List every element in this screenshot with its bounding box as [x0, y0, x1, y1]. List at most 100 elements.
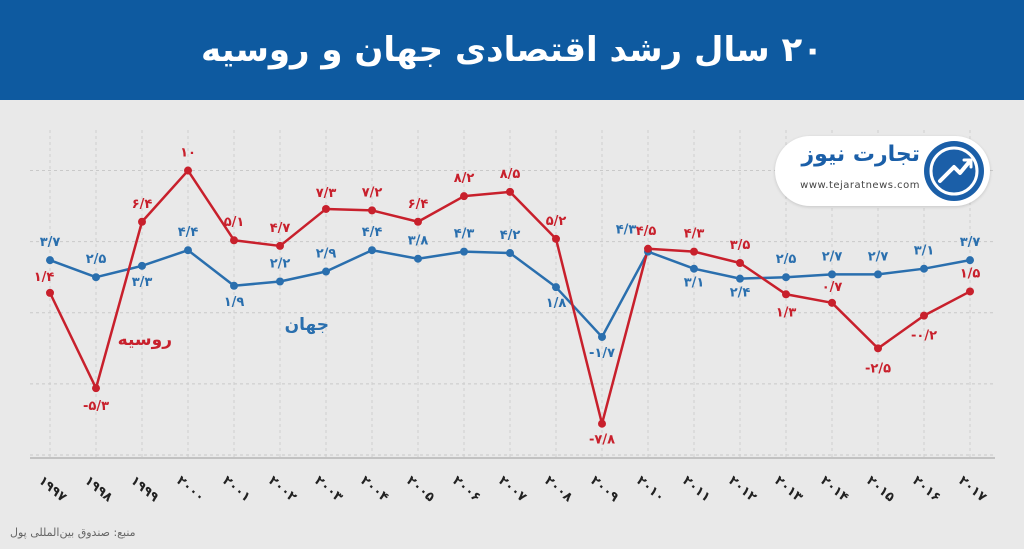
data-point [460, 192, 468, 201]
data-point [644, 244, 652, 253]
x-tick-label: ۲۰۰۵ [403, 473, 437, 505]
x-tick-label: ۱۹۹۸ [81, 473, 115, 505]
x-tick-label: ۲۰۰۴ [357, 473, 391, 505]
series-names: جهان روسیه [118, 315, 329, 350]
x-axis-ticks: ۱۹۹۷ ۱۹۹۸ ۱۹۹۹ ۲۰۰۰ ۲۰۰۱ ۲۰۰۲ ۲۰۰۳ ۲۰۰۴ ۲۰۰۵ ۲۰۰۶… [35, 473, 989, 505]
data-label: ۷/۲ [362, 185, 383, 200]
logo-mark-icon [924, 141, 984, 201]
logo-url: www.tejaratnews.com [800, 180, 920, 191]
data-label: ۸/۵ [500, 167, 521, 182]
logo-name: تجارت نیوز [801, 142, 920, 167]
data-labels: ۳/۷ ۲/۵ ۳/۳ ۴/۴ ۱/۹ ۲/۲ ۲/۹ ۴/۴ ۳/۸ ۴/۳ ۴/۲ ۱/۸ -۱/۷… [34, 146, 981, 448]
header-banner: ۲۰ سال رشد اقتصادی جهان و روسیه [0, 0, 1024, 100]
series-points [46, 166, 974, 428]
x-tick-label: ۲۰۰۹ [587, 473, 621, 505]
data-label: ۱۰ [180, 146, 196, 161]
data-label: -۷/۸ [589, 433, 615, 448]
data-point [92, 384, 100, 393]
series-name-russia: روسیه [118, 330, 172, 350]
data-label: ۴/۴ [178, 225, 199, 240]
data-point [460, 247, 468, 256]
x-tick-label: ۲۰۰۶ [449, 473, 483, 505]
data-label: ۳/۸ [408, 234, 429, 249]
data-point [828, 270, 836, 279]
data-point [184, 246, 192, 255]
data-point [690, 247, 698, 256]
data-point [736, 274, 744, 283]
data-point [782, 273, 790, 282]
chart: ۳/۷ ۲/۵ ۳/۳ ۴/۴ ۱/۹ ۲/۲ ۲/۹ ۴/۴ ۳/۸ ۴/۳ ۴/۲ ۱/۸ -۱/۷… [30, 130, 995, 505]
data-point [92, 273, 100, 282]
data-label: ۴/۳ [684, 227, 705, 242]
data-label: ۱/۴ [34, 270, 55, 285]
data-point [368, 206, 376, 215]
data-point [230, 236, 238, 245]
data-point [874, 270, 882, 279]
data-point [414, 254, 422, 263]
data-point [782, 290, 790, 299]
data-label: ۲/۴ [730, 286, 751, 301]
x-tick-label: ۲۰۱۷ [955, 473, 989, 505]
data-label: ۱/۸ [546, 296, 567, 311]
brand-logo: تجارت نیوز www.tejaratnews.com [775, 136, 990, 206]
data-point [690, 264, 698, 273]
data-point [874, 344, 882, 353]
data-label: ۲/۵ [86, 252, 107, 267]
data-label: ۲/۲ [270, 256, 291, 271]
source-note: منبع: صندوق بین‌المللی پول [10, 526, 136, 539]
series-name-world: جهان [285, 315, 329, 335]
data-point [920, 264, 928, 273]
data-point [46, 256, 54, 265]
x-tick-label: ۲۰۰۲ [265, 473, 299, 505]
data-point [184, 166, 192, 175]
data-label: ۱/۹ [224, 295, 245, 310]
data-label: ۲/۷ [822, 249, 843, 264]
x-tick-label: ۱۹۹۹ [127, 473, 161, 505]
data-point [598, 419, 606, 428]
data-point [920, 311, 928, 320]
x-tick-label: ۲۰۱۲ [725, 473, 759, 505]
data-point [414, 217, 422, 226]
x-tick-label: ۲۰۰۳ [311, 473, 345, 505]
x-tick-label: ۲۰۱۰ [633, 473, 667, 505]
x-tick-label: ۲۰۰۷ [495, 473, 529, 505]
data-point [322, 204, 330, 213]
data-label: ۳/۵ [730, 238, 751, 253]
x-tick-label: ۲۰۱۳ [771, 473, 805, 505]
data-point [506, 249, 514, 258]
data-label: ۸/۲ [454, 171, 475, 186]
data-label: ۲/۵ [776, 252, 797, 267]
data-label: ۳/۱ [684, 276, 705, 291]
data-label: ۴/۳ [616, 223, 637, 238]
data-label: ۲/۹ [316, 247, 337, 262]
data-label: ۳/۷ [960, 235, 981, 250]
data-label: ۶/۴ [408, 197, 429, 212]
data-point [552, 283, 560, 292]
data-label: ۳/۳ [132, 275, 153, 290]
data-point [276, 241, 284, 250]
data-point [368, 246, 376, 255]
x-tick-label: ۲۰۰۰ [173, 473, 207, 505]
data-label: ۴/۴ [362, 225, 383, 240]
data-label: ۶/۴ [132, 197, 153, 212]
data-label: ۴/۵ [636, 224, 657, 239]
data-label: ۳/۱ [914, 244, 935, 259]
data-label: ۱/۵ [960, 266, 981, 281]
data-label: ۴/۷ [270, 221, 291, 236]
x-tick-label: ۲۰۰۱ [219, 473, 253, 505]
x-tick-label: ۲۰۱۴ [817, 473, 851, 505]
data-label: ۲/۷ [868, 249, 889, 264]
data-point [506, 187, 514, 196]
data-point [138, 261, 146, 270]
data-point [230, 281, 238, 290]
data-point [598, 332, 606, 341]
data-label: -۱/۷ [589, 346, 615, 361]
data-point [46, 288, 54, 297]
data-label: ۴/۳ [454, 227, 475, 242]
data-point [322, 267, 330, 276]
x-tick-label: ۲۰۰۸ [541, 473, 575, 505]
data-point [966, 256, 974, 265]
x-tick-label: ۲۰۱۶ [909, 473, 943, 505]
data-label: ۵/۱ [224, 215, 245, 230]
data-point [138, 217, 146, 226]
